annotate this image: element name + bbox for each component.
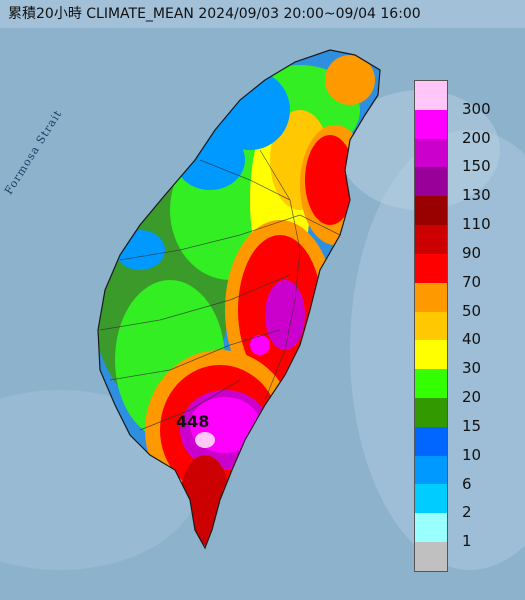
legend-label: 130 <box>462 186 491 205</box>
legend-label: 300 <box>462 99 491 118</box>
legend-color-bar <box>414 80 448 572</box>
coastline <box>97 49 381 550</box>
legend-label: 110 <box>462 215 491 234</box>
legend-label: 200 <box>462 128 491 147</box>
legend-swatch <box>415 225 447 254</box>
legend-label: 50 <box>462 301 482 320</box>
map-title: 累積20小時 CLIMATE_MEAN 2024/09/03 20:00~09/… <box>0 0 525 28</box>
max-rainfall-label: 448 <box>176 412 210 431</box>
legend-swatch <box>415 397 447 427</box>
legend-swatch <box>415 426 447 456</box>
legend-swatch <box>415 484 447 514</box>
legend-swatch <box>415 282 447 312</box>
legend-swatch <box>415 455 447 485</box>
legend-swatch <box>415 253 447 283</box>
rainfall-legend: 300 200 150 130 110 90 70 50 40 30 20 15 10 6 2 1 <box>414 80 519 572</box>
legend-label: 6 <box>462 474 472 493</box>
county-boundaries <box>99 149 341 431</box>
legend-swatch <box>415 81 447 110</box>
legend-swatch <box>415 196 447 226</box>
legend-label: 40 <box>462 330 482 349</box>
legend-label: 70 <box>462 272 482 291</box>
legend-label: 20 <box>462 388 482 407</box>
legend-swatch <box>415 109 447 139</box>
legend-swatch <box>415 340 447 370</box>
legend-swatch <box>415 369 447 398</box>
legend-swatch <box>415 542 447 571</box>
legend-label: 90 <box>462 243 482 262</box>
legend-swatch <box>415 167 447 197</box>
legend-swatch <box>415 138 447 168</box>
legend-label: 2 <box>462 503 472 522</box>
legend-swatch <box>415 311 447 341</box>
legend-label: 150 <box>462 157 491 176</box>
legend-label: 30 <box>462 359 482 378</box>
legend-swatch <box>415 513 447 542</box>
legend-label: 15 <box>462 416 482 435</box>
legend-label: 1 <box>462 532 472 551</box>
legend-label: 10 <box>462 445 482 464</box>
